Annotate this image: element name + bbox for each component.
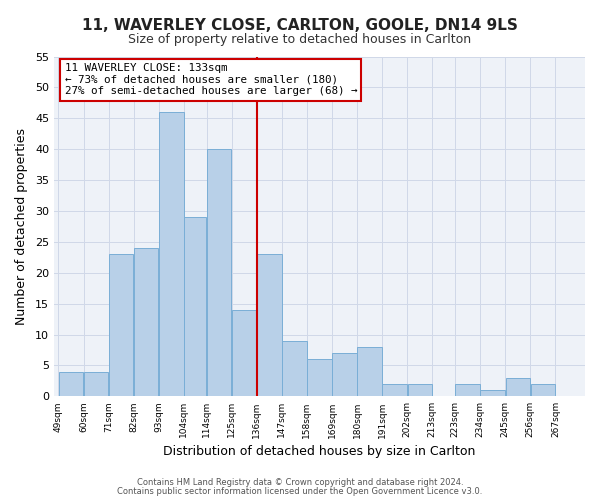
X-axis label: Distribution of detached houses by size in Carlton: Distribution of detached houses by size …: [163, 444, 476, 458]
Bar: [307, 359, 332, 397]
Bar: [506, 378, 530, 396]
Bar: [530, 384, 555, 396]
Bar: [59, 372, 83, 396]
Bar: [257, 254, 281, 396]
Bar: [207, 149, 232, 396]
Text: 11, WAVERLEY CLOSE, CARLTON, GOOLE, DN14 9LS: 11, WAVERLEY CLOSE, CARLTON, GOOLE, DN14…: [82, 18, 518, 32]
Bar: [282, 340, 307, 396]
Text: Size of property relative to detached houses in Carlton: Size of property relative to detached ho…: [128, 32, 472, 46]
Bar: [84, 372, 108, 396]
Bar: [358, 347, 382, 397]
Bar: [134, 248, 158, 396]
Text: Contains HM Land Registry data © Crown copyright and database right 2024.: Contains HM Land Registry data © Crown c…: [137, 478, 463, 487]
Bar: [232, 310, 256, 396]
Bar: [332, 353, 357, 397]
Bar: [455, 384, 480, 396]
Bar: [407, 384, 432, 396]
Bar: [159, 112, 184, 397]
Text: Contains public sector information licensed under the Open Government Licence v3: Contains public sector information licen…: [118, 487, 482, 496]
Bar: [481, 390, 505, 396]
Bar: [382, 384, 407, 396]
Y-axis label: Number of detached properties: Number of detached properties: [15, 128, 28, 325]
Text: 11 WAVERLEY CLOSE: 133sqm
← 73% of detached houses are smaller (180)
27% of semi: 11 WAVERLEY CLOSE: 133sqm ← 73% of detac…: [65, 64, 357, 96]
Bar: [184, 217, 206, 396]
Bar: [109, 254, 133, 396]
